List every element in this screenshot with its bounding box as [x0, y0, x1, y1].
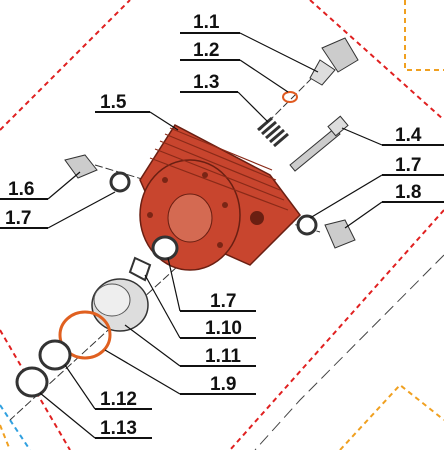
callout-label: 1.5 [100, 92, 127, 113]
callout-label: 1.3 [193, 72, 219, 93]
callout-label: 1.4 [395, 125, 422, 146]
callout-label: 1.13 [100, 418, 137, 439]
exploded-diagram: 1.1 1.2 1.3 1.5 1.4 1.6 1.7 1.7 1.8 1.7 … [0, 0, 444, 450]
callout-label: 1.9 [210, 374, 236, 395]
callout-label: 1.2 [193, 40, 219, 61]
callout-label: 1.7 [5, 208, 31, 229]
thin-lines [255, 255, 444, 450]
page: {"callouts": ["1.1", "1.2", "1.3", "1.5"… [0, 0, 444, 450]
callout-label: 1.7 [395, 155, 421, 176]
callout-label: 1.6 [8, 179, 34, 200]
callout-label: 1.12 [100, 389, 137, 410]
callout-label: 1.1 [193, 12, 220, 33]
callout-label: 1.8 [395, 182, 421, 203]
callout-label: 1.11 [205, 346, 241, 367]
callout-label: 1.10 [205, 318, 242, 339]
callout-label: 1.7 [210, 291, 236, 312]
